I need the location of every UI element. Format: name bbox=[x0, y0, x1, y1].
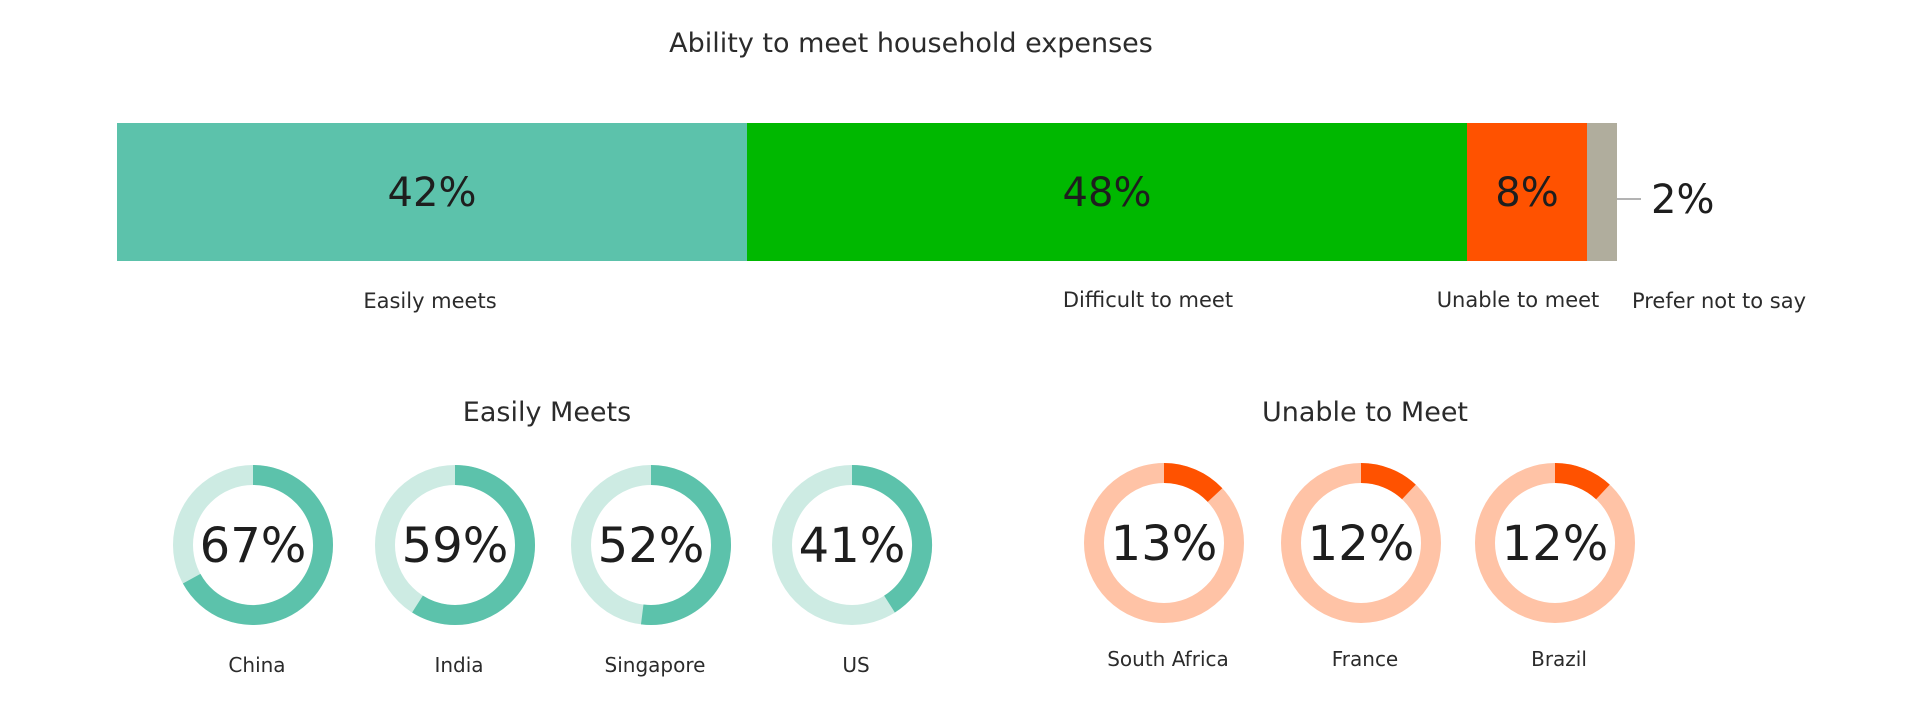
donut-singapore: 52% Singapore bbox=[571, 465, 731, 677]
donut-arc-south-africa bbox=[1163, 463, 1223, 503]
bar-category-label-easily-meets: Easily meets bbox=[363, 289, 496, 313]
donut-india: 59% India bbox=[375, 465, 535, 677]
donut-value-singapore: 52% bbox=[598, 518, 705, 574]
donut-us: 41% US bbox=[772, 465, 932, 677]
bar-category-label-unable-to-meet: Unable to meet bbox=[1437, 288, 1600, 312]
bar-chart-title: Ability to meet household expenses bbox=[669, 28, 1153, 59]
unable-to-meet-title: Unable to Meet bbox=[1262, 397, 1468, 428]
donut-arc-brazil bbox=[1554, 463, 1610, 500]
donut-value-south-africa: 13% bbox=[1111, 516, 1218, 572]
donut-brazil: 12% Brazil bbox=[1475, 463, 1635, 671]
donut-arc-singapore bbox=[640, 465, 731, 625]
donut-france: 12% France bbox=[1281, 463, 1441, 671]
donut-value-france: 12% bbox=[1308, 516, 1415, 572]
bar-segment-unable-to-meet bbox=[1467, 123, 1587, 261]
donut-label-france: France bbox=[1332, 647, 1399, 671]
donut-arc-france bbox=[1360, 463, 1416, 500]
donut-value-us: 41% bbox=[799, 518, 906, 574]
bar-category-label-difficult-to-meet: Difficult to meet bbox=[1063, 288, 1233, 312]
bar-value-label-easily-meets: 42% bbox=[388, 170, 477, 216]
stacked-bar: 42% Easily meets 48% Difficult to meet 8% Una… bbox=[117, 123, 1806, 313]
donut-arc-india bbox=[412, 465, 535, 625]
bar-segment-easily-meets bbox=[117, 123, 747, 261]
donut-label-us: US bbox=[842, 653, 869, 677]
donut-label-singapore: Singapore bbox=[605, 653, 706, 677]
donut-label-south-africa: South Africa bbox=[1107, 647, 1229, 671]
bar-segment-difficult-to-meet bbox=[747, 123, 1467, 261]
donut-label-brazil: Brazil bbox=[1531, 647, 1587, 671]
bar-segment-prefer-not-to-say bbox=[1587, 123, 1617, 261]
bar-value-label-unable-to-meet: 8% bbox=[1495, 170, 1558, 216]
bar-category-label-prefer-not-to-say: Prefer not to say bbox=[1632, 289, 1806, 313]
donut-china: 67% China bbox=[173, 465, 333, 677]
donut-arc-china bbox=[182, 465, 333, 625]
bar-value-label-difficult-to-meet: 48% bbox=[1063, 170, 1152, 216]
easily-meets-donuts: 67% China 59% India 52% Singapore 41% US bbox=[173, 465, 932, 677]
donut-arc-us bbox=[851, 465, 932, 613]
bar-value-label-prefer-not-to-say: 2% bbox=[1651, 177, 1714, 223]
donut-value-china: 67% bbox=[200, 518, 307, 574]
donut-south-africa: 13% South Africa bbox=[1084, 463, 1244, 671]
donut-label-india: India bbox=[434, 653, 483, 677]
easily-meets-title: Easily Meets bbox=[463, 397, 631, 428]
donut-label-china: China bbox=[228, 653, 285, 677]
donut-value-india: 59% bbox=[402, 518, 509, 574]
donut-value-brazil: 12% bbox=[1502, 516, 1609, 572]
unable-to-meet-donuts: 13% South Africa 12% France 12% Brazil bbox=[1084, 463, 1635, 671]
